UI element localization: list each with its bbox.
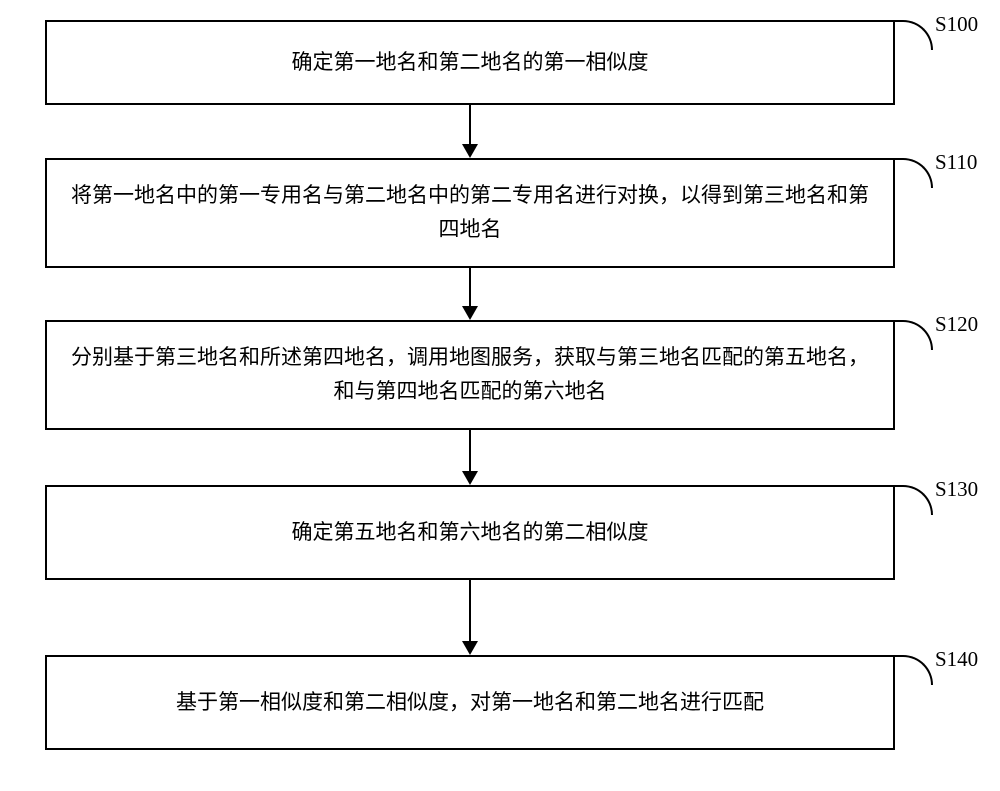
step-s100-label: S100 — [935, 12, 978, 37]
label-connector-s110 — [895, 158, 933, 188]
step-s140: 基于第一相似度和第二相似度，对第一地名和第二地名进行匹配 — [45, 655, 895, 750]
step-s110: 将第一地名中的第一专用名与第二地名中的第二专用名进行对换，以得到第三地名和第四地… — [45, 158, 895, 268]
arrow-head-4 — [462, 641, 478, 655]
label-connector-s130 — [895, 485, 933, 515]
arrow-line-2 — [469, 268, 471, 308]
step-s140-label: S140 — [935, 647, 978, 672]
step-s130-text: 确定第五地名和第六地名的第二相似度 — [292, 516, 649, 550]
arrow-line-4 — [469, 580, 471, 643]
step-s110-text: 将第一地名中的第一专用名与第二地名中的第二专用名进行对换，以得到第三地名和第四地… — [67, 179, 873, 246]
step-s110-label: S110 — [935, 150, 977, 175]
step-s130-label: S130 — [935, 477, 978, 502]
arrow-line-3 — [469, 430, 471, 473]
label-connector-s120 — [895, 320, 933, 350]
arrow-head-1 — [462, 144, 478, 158]
step-s130: 确定第五地名和第六地名的第二相似度 — [45, 485, 895, 580]
label-connector-s140 — [895, 655, 933, 685]
step-s120-label: S120 — [935, 312, 978, 337]
step-s100: 确定第一地名和第二地名的第一相似度 — [45, 20, 895, 105]
step-s120-text: 分别基于第三地名和所述第四地名，调用地图服务，获取与第三地名匹配的第五地名，和与… — [67, 341, 873, 408]
flowchart-container: 确定第一地名和第二地名的第一相似度 S100 将第一地名中的第一专用名与第二地名… — [0, 0, 1000, 791]
arrow-line-1 — [469, 105, 471, 146]
step-s100-text: 确定第一地名和第二地名的第一相似度 — [292, 46, 649, 80]
label-connector-s100 — [895, 20, 933, 50]
arrow-head-2 — [462, 306, 478, 320]
step-s120: 分别基于第三地名和所述第四地名，调用地图服务，获取与第三地名匹配的第五地名，和与… — [45, 320, 895, 430]
arrow-head-3 — [462, 471, 478, 485]
step-s140-text: 基于第一相似度和第二相似度，对第一地名和第二地名进行匹配 — [176, 686, 764, 720]
